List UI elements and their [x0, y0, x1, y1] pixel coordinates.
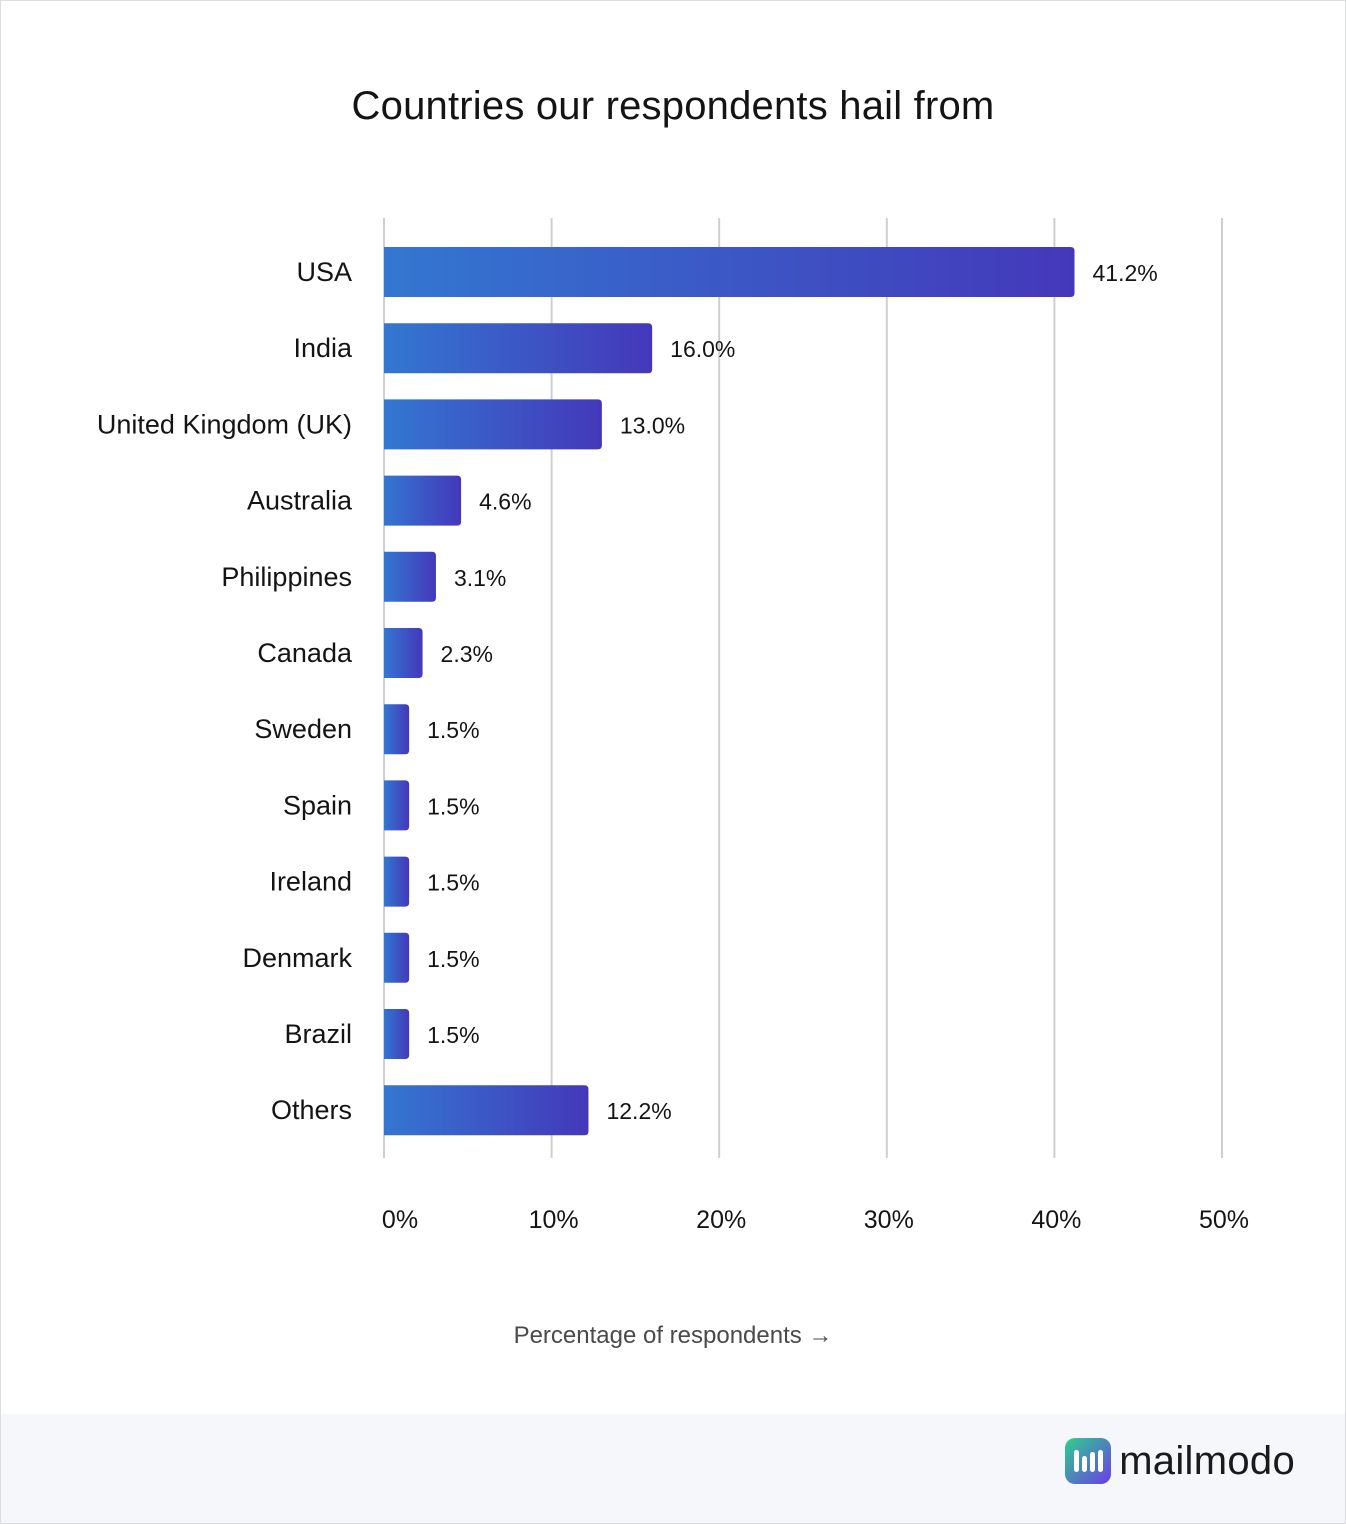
- value-label: 2.3%: [441, 641, 493, 667]
- footer: mailmodo: [1, 1414, 1345, 1523]
- bar: [384, 628, 423, 678]
- category-label: Others: [271, 1095, 352, 1125]
- bar-chart: 0% 10% 20% 30% 40% 50% USA 41.2% India 16.0% Unite…: [97, 218, 1249, 1234]
- bar: [384, 551, 436, 602]
- bars: [384, 247, 1075, 1136]
- bar: [384, 780, 410, 831]
- chart-title: Countries our respondents hail from: [351, 84, 995, 128]
- value-label: 1.5%: [427, 793, 479, 819]
- x-tick-label: 10%: [529, 1206, 579, 1234]
- category-label: Sweden: [254, 714, 352, 744]
- value-label: 3.1%: [454, 565, 506, 591]
- value-label: 13.0%: [620, 412, 685, 438]
- bar: [384, 399, 602, 450]
- category-label: United Kingdom (UK): [97, 409, 352, 439]
- labels: 0% 10% 20% 30% 40% 50% USA 41.2% India 16.0% Unite…: [97, 257, 1249, 1234]
- x-tick-label: 20%: [696, 1206, 746, 1234]
- value-label: 12.2%: [606, 1098, 671, 1124]
- category-label: USA: [296, 257, 352, 287]
- bar: [384, 1009, 410, 1059]
- value-label: 4.6%: [479, 489, 531, 515]
- value-label: 41.2%: [1093, 260, 1158, 286]
- value-label: 16.0%: [670, 336, 735, 362]
- category-label: Brazil: [284, 1019, 352, 1049]
- brand: mailmodo: [1065, 1438, 1295, 1484]
- brand-name: mailmodo: [1119, 1438, 1295, 1483]
- value-label: 1.5%: [427, 870, 479, 896]
- value-label: 1.5%: [427, 946, 479, 972]
- category-label: Canada: [257, 638, 353, 668]
- category-label: India: [293, 333, 353, 363]
- bar: [384, 247, 1075, 297]
- category-label: Denmark: [242, 943, 352, 973]
- bar: [384, 856, 410, 907]
- category-label: Australia: [247, 486, 353, 516]
- category-label: Philippines: [221, 562, 352, 592]
- category-label: Ireland: [269, 867, 352, 897]
- bar: [384, 475, 462, 526]
- x-tick-label: 40%: [1031, 1206, 1081, 1234]
- value-label: 1.5%: [427, 717, 479, 743]
- grid-lines: [383, 218, 1223, 1158]
- bar: [384, 1085, 589, 1136]
- bar: [384, 323, 653, 374]
- category-label: Spain: [283, 790, 352, 820]
- bar: [384, 704, 410, 755]
- x-tick-label: 0%: [382, 1206, 418, 1234]
- x-tick-label: 30%: [864, 1206, 914, 1234]
- x-tick-label: 50%: [1199, 1206, 1249, 1234]
- mailmodo-logo-icon: [1065, 1438, 1112, 1484]
- bar: [384, 932, 410, 983]
- value-label: 1.5%: [427, 1022, 479, 1048]
- x-axis-title: Percentage of respondents →: [513, 1322, 833, 1349]
